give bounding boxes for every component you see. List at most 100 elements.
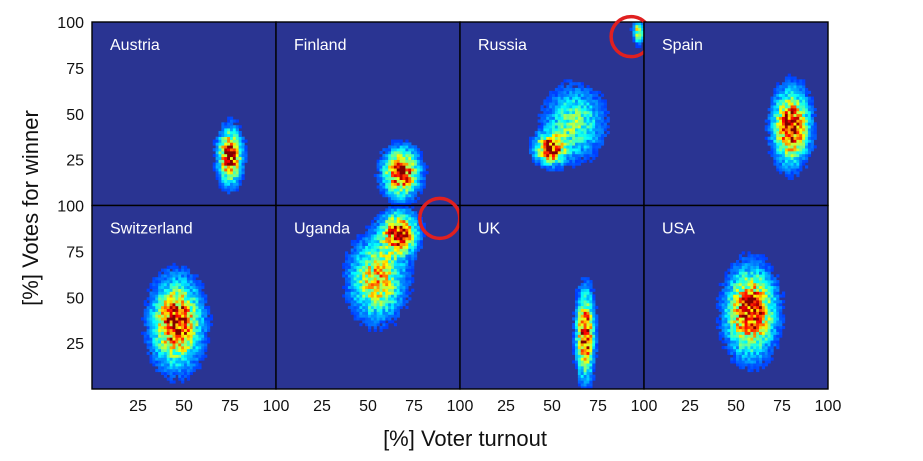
heatmap-cell xyxy=(382,302,386,307)
heatmap-cell xyxy=(753,363,757,367)
heatmap-cell xyxy=(537,156,541,160)
heatmap-cell xyxy=(189,371,193,375)
heatmap-cell xyxy=(382,156,386,160)
heatmap-cell xyxy=(393,308,398,312)
heatmap-cell xyxy=(575,345,579,350)
heatmap-cell xyxy=(370,282,375,287)
heatmap-cell xyxy=(773,288,777,292)
heatmap-cell xyxy=(586,386,590,390)
heatmap-cell xyxy=(787,99,791,103)
heatmap-cell xyxy=(198,302,202,307)
heatmap-cell xyxy=(359,251,363,255)
heatmap-cell xyxy=(396,282,400,287)
heatmap-cell xyxy=(583,360,587,364)
heatmap-cell xyxy=(773,300,777,304)
heatmap-cell xyxy=(405,280,409,284)
heatmap-cell xyxy=(235,130,239,135)
heatmap-cell xyxy=(356,265,360,269)
panel-border xyxy=(643,204,829,390)
heatmap-cell xyxy=(414,216,418,221)
heatmap-cell xyxy=(744,291,748,295)
heatmap-cell xyxy=(756,368,760,373)
heatmap-cell xyxy=(362,259,366,264)
heatmap-cell xyxy=(761,300,766,304)
heatmap-cell xyxy=(388,205,392,209)
heatmap-cell xyxy=(161,366,165,370)
heatmap-cell xyxy=(540,148,544,152)
heatmap-cell xyxy=(557,105,561,109)
heatmap-cell xyxy=(807,99,812,103)
heatmap-cell xyxy=(359,271,363,275)
heatmap-cell xyxy=(204,334,208,338)
heatmap-cell xyxy=(767,119,771,123)
heatmap-cell xyxy=(224,151,228,155)
heatmap-cell xyxy=(391,151,395,155)
heatmap-cell xyxy=(546,116,550,120)
heatmap-cell xyxy=(376,162,380,166)
heatmap-cell xyxy=(345,251,349,255)
heatmap-cell xyxy=(218,173,222,178)
heatmap-cell xyxy=(230,153,234,158)
heatmap-cell xyxy=(534,139,538,143)
heatmap-cell xyxy=(770,280,774,284)
heatmap-cell xyxy=(402,196,406,201)
heatmap-cell xyxy=(560,85,564,89)
heatmap-cell xyxy=(388,219,392,224)
heatmap-cell xyxy=(641,22,645,26)
heatmap-cell xyxy=(595,108,599,112)
heatmap-cell xyxy=(169,308,173,312)
heatmap-cell xyxy=(396,314,400,318)
heatmap-cell xyxy=(184,302,188,307)
x-tick-label: 50 xyxy=(359,398,377,415)
heatmap-cell xyxy=(776,108,780,112)
heatmap-cell xyxy=(224,156,228,160)
heatmap-cell xyxy=(802,113,806,117)
heatmap-cell xyxy=(379,159,383,163)
heatmap-cell xyxy=(218,159,222,163)
heatmap-cell xyxy=(580,351,584,355)
heatmap-cell xyxy=(382,291,386,295)
heatmap-cell xyxy=(169,334,173,338)
heatmap-cell xyxy=(718,325,722,330)
heatmap-cell xyxy=(764,317,768,321)
heatmap-cell xyxy=(592,305,596,310)
heatmap-cell xyxy=(393,314,398,318)
heatmap-cell xyxy=(169,380,173,384)
heatmap-cell xyxy=(385,237,389,241)
heatmap-cell xyxy=(155,282,159,287)
heatmap-cell xyxy=(572,82,576,86)
heatmap-cell xyxy=(379,156,383,160)
heatmap-cell xyxy=(793,145,797,149)
heatmap-cell xyxy=(411,271,415,275)
heatmap-cell xyxy=(368,254,372,258)
heatmap-cell xyxy=(212,148,216,152)
heatmap-cell xyxy=(411,225,415,229)
heatmap-cell xyxy=(152,311,156,315)
heatmap-cell xyxy=(810,108,814,112)
heatmap-cell xyxy=(583,320,587,324)
heatmap-cell xyxy=(589,360,593,364)
heatmap-cell xyxy=(592,348,596,353)
heatmap-cell xyxy=(227,142,231,146)
heatmap-cell xyxy=(575,314,579,318)
heatmap-cell xyxy=(155,277,159,281)
heatmap-cell xyxy=(391,205,395,209)
heatmap-cell xyxy=(583,300,587,304)
heatmap-cell xyxy=(586,360,590,364)
heatmap-cell xyxy=(215,168,219,172)
heatmap-cell xyxy=(741,291,745,295)
heatmap-cell xyxy=(382,262,386,267)
heatmap-cell xyxy=(776,99,780,103)
heatmap-cell xyxy=(181,331,185,335)
heatmap-cell xyxy=(359,297,363,301)
heatmap-cell xyxy=(586,128,590,132)
heatmap-cell xyxy=(181,337,185,341)
heatmap-cell xyxy=(241,151,245,155)
heatmap-cell xyxy=(566,133,570,137)
heatmap-cell xyxy=(782,96,786,100)
heatmap-cell xyxy=(747,334,751,338)
heatmap-cell xyxy=(773,99,777,103)
heatmap-cell xyxy=(718,314,722,318)
heatmap-cell xyxy=(391,182,395,186)
heatmap-cell xyxy=(201,291,205,295)
